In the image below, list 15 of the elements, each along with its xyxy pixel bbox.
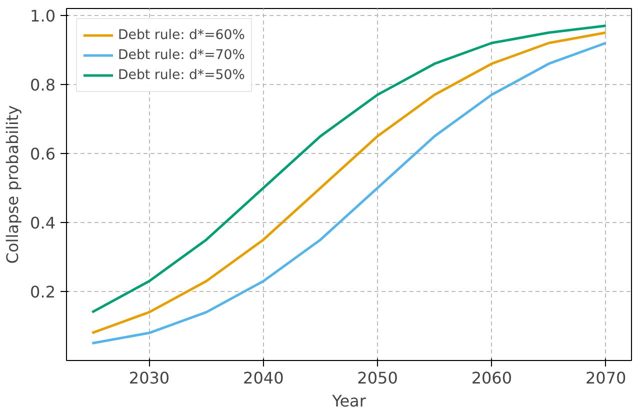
legend-label: Debt rule: d*=50% [118,68,245,82]
legend-label: Debt rule: d*=70% [118,48,245,62]
legend-label: Debt rule: d*=60% [118,28,245,42]
y-tick-label: 1.0 [30,6,56,26]
y-tick-label: 0.2 [30,282,56,302]
x-tick-label: 2040 [243,368,284,388]
x-tick-label: 2060 [471,368,512,388]
y-axis-title: Collapse probability [3,105,22,264]
x-tick-label: 2070 [585,368,626,388]
y-tick-label: 0.4 [30,213,56,232]
y-tick-label: 0.6 [30,144,56,164]
x-axis-title: Year [331,392,366,410]
x-tick-label: 2030 [128,368,170,388]
x-tick-label: 2050 [357,368,398,388]
y-tick-label: 0.8 [30,75,56,94]
